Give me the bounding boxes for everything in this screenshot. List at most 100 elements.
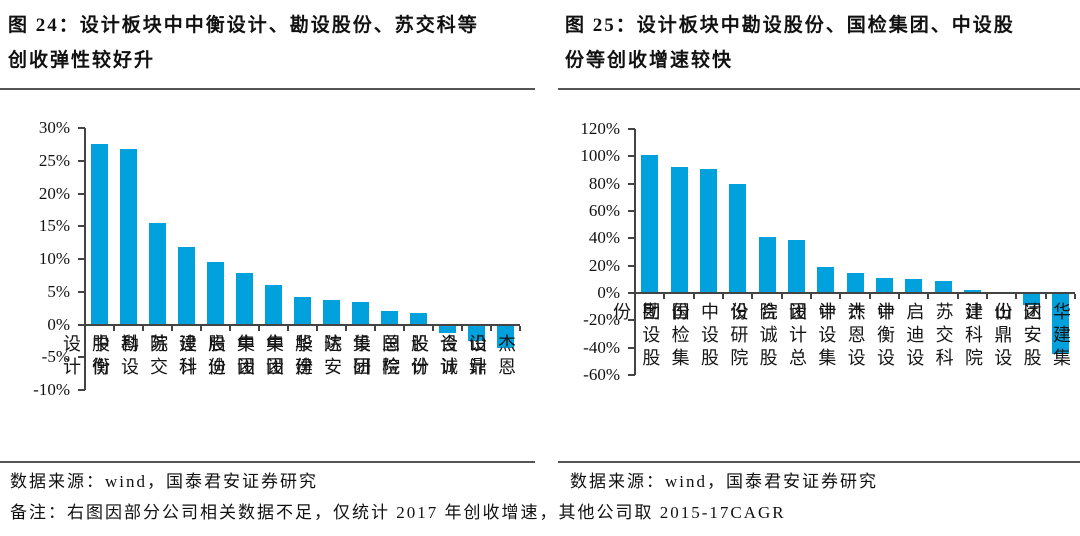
- category-label: 建科院: [962, 302, 983, 371]
- category-label: 中设股份: [669, 302, 719, 371]
- y-axis-tick: [78, 225, 85, 228]
- y-axis-tick: [628, 264, 635, 267]
- y-axis-tick: [78, 127, 85, 129]
- y-axis-tick: [78, 258, 85, 260]
- category-label: 中衡设计: [845, 302, 895, 371]
- y-tick-label: 25%: [38, 150, 70, 170]
- figure-24-label: 图 24：: [8, 15, 80, 36]
- bar: [410, 312, 427, 325]
- x-axis-tick: [490, 325, 492, 331]
- x-axis-tick: [927, 294, 930, 299]
- x-axis-tick: [868, 294, 871, 299]
- x-axis-tick: [113, 325, 115, 331]
- x-axis-tick: [84, 325, 86, 331]
- category-label: 设计总院: [757, 302, 807, 371]
- y-axis-line: [634, 129, 636, 375]
- category-label: 杰恩设计: [816, 302, 866, 371]
- figure-25-panel: 图 25：设计板块中勘设股份、国检集团、中设股 份等创收增速较快 120% 100…: [540, 0, 1080, 536]
- category-label: 勘设股份: [90, 333, 139, 380]
- y-axis-tick: [628, 346, 635, 349]
- title-divider: [558, 88, 1080, 90]
- category-label: 中设股份: [206, 333, 255, 380]
- figure-24-title-line1: 设计板块中中衡设计、勘设股份、苏交科等: [79, 15, 479, 36]
- category-label: 华建集团: [264, 333, 313, 380]
- y-axis-tick: [628, 128, 635, 130]
- x-axis-tick: [634, 294, 636, 299]
- category-label: 苏交科: [119, 333, 168, 380]
- bar: [875, 277, 893, 293]
- category-label: 设研院: [728, 302, 749, 371]
- y-axis-tick: [628, 237, 635, 240]
- y-axis-tick: [628, 374, 635, 376]
- x-axis-tick: [374, 325, 376, 331]
- bar: [787, 239, 805, 293]
- y-tick-label: -20%: [583, 310, 620, 330]
- x-axis-tick: [780, 294, 783, 299]
- figure-25-title: 图 25：设计板块中勘设股份、国检集团、中设股 份等创收增速较快: [565, 8, 1075, 78]
- x-axis-tick: [1015, 294, 1018, 299]
- source-divider: [558, 461, 1080, 463]
- y-tick-label: 120%: [580, 119, 620, 138]
- category-label: 中衡设计: [61, 333, 110, 380]
- y-tick-label: 60%: [588, 201, 620, 220]
- bar: [207, 261, 224, 325]
- bar: [1051, 294, 1069, 355]
- x-axis-tick: [751, 294, 754, 299]
- category-label: 达安股份: [293, 333, 342, 380]
- x-axis-tick: [1074, 294, 1076, 299]
- x-axis-tick: [839, 294, 842, 299]
- figure-24-chart: 30% 25% 20% 15% 10% 5% 0% -5% -10% 中衡设计 勘设股份 苏交科 建科院…: [33, 118, 521, 399]
- y-axis-tick: [628, 155, 635, 158]
- y-axis-tick: [78, 192, 85, 195]
- y-tick-label: 20%: [38, 183, 70, 203]
- y-axis-tick: [78, 323, 85, 326]
- bar: [729, 183, 747, 293]
- category-label: 国检集团: [351, 333, 400, 380]
- title-divider: [0, 88, 535, 90]
- y-tick-label: 0%: [597, 283, 620, 302]
- bar: [265, 285, 282, 325]
- figure-footnote: 备注：右图因部分公司相关数据不足，仅统计 2017 年创收增速，其他公司取 20…: [10, 503, 786, 522]
- bar: [91, 144, 108, 325]
- y-tick-label: 5%: [47, 281, 70, 301]
- x-axis-line: [85, 323, 520, 326]
- x-axis-tick: [461, 325, 463, 331]
- x-axis-tick: [722, 294, 724, 299]
- category-label: 合诚股份: [409, 333, 458, 380]
- category-label: 山鼎设计: [438, 333, 487, 380]
- x-axis-tick: [142, 325, 144, 331]
- category-label: 勘设股份: [611, 302, 661, 371]
- source-divider: [0, 461, 535, 463]
- bar: [641, 154, 659, 293]
- category-label: 国检集团: [640, 302, 690, 371]
- y-axis-tick: [78, 356, 85, 359]
- bar: [934, 280, 952, 293]
- x-axis-tick: [898, 294, 900, 299]
- category-label: 设研院: [322, 333, 371, 380]
- y-axis-tick: [628, 182, 635, 185]
- y-tick-label: 10%: [38, 249, 70, 268]
- x-axis-tick: [432, 325, 434, 331]
- figure-25-chart: 120% 100% 80% 60% 40% 20% 0% -20% -40% -60% 勘设股份 国检…: [580, 119, 1076, 384]
- y-tick-label: 20%: [588, 255, 620, 275]
- bar: [699, 168, 717, 293]
- category-label: 华建集团: [1021, 302, 1071, 371]
- category-label: 合诚股份: [728, 302, 778, 371]
- x-axis-tick: [345, 325, 347, 331]
- bar: [120, 148, 137, 325]
- bar: [1022, 294, 1040, 305]
- bar: [352, 301, 369, 325]
- y-axis-line: [84, 128, 86, 390]
- y-tick-label: 80%: [588, 173, 620, 193]
- figure-25-label: 图 25：: [565, 15, 637, 36]
- bar: [149, 222, 166, 325]
- y-axis-tick: [78, 389, 85, 391]
- data-source-caption: 数据来源：wind，国泰君安证券研究: [570, 472, 878, 491]
- x-axis-tick: [171, 325, 173, 331]
- y-tick-label: -60%: [583, 365, 620, 384]
- y-tick-label: 100%: [580, 146, 620, 166]
- bar: [236, 273, 253, 325]
- bar: [905, 279, 923, 293]
- y-tick-label: -40%: [583, 337, 620, 357]
